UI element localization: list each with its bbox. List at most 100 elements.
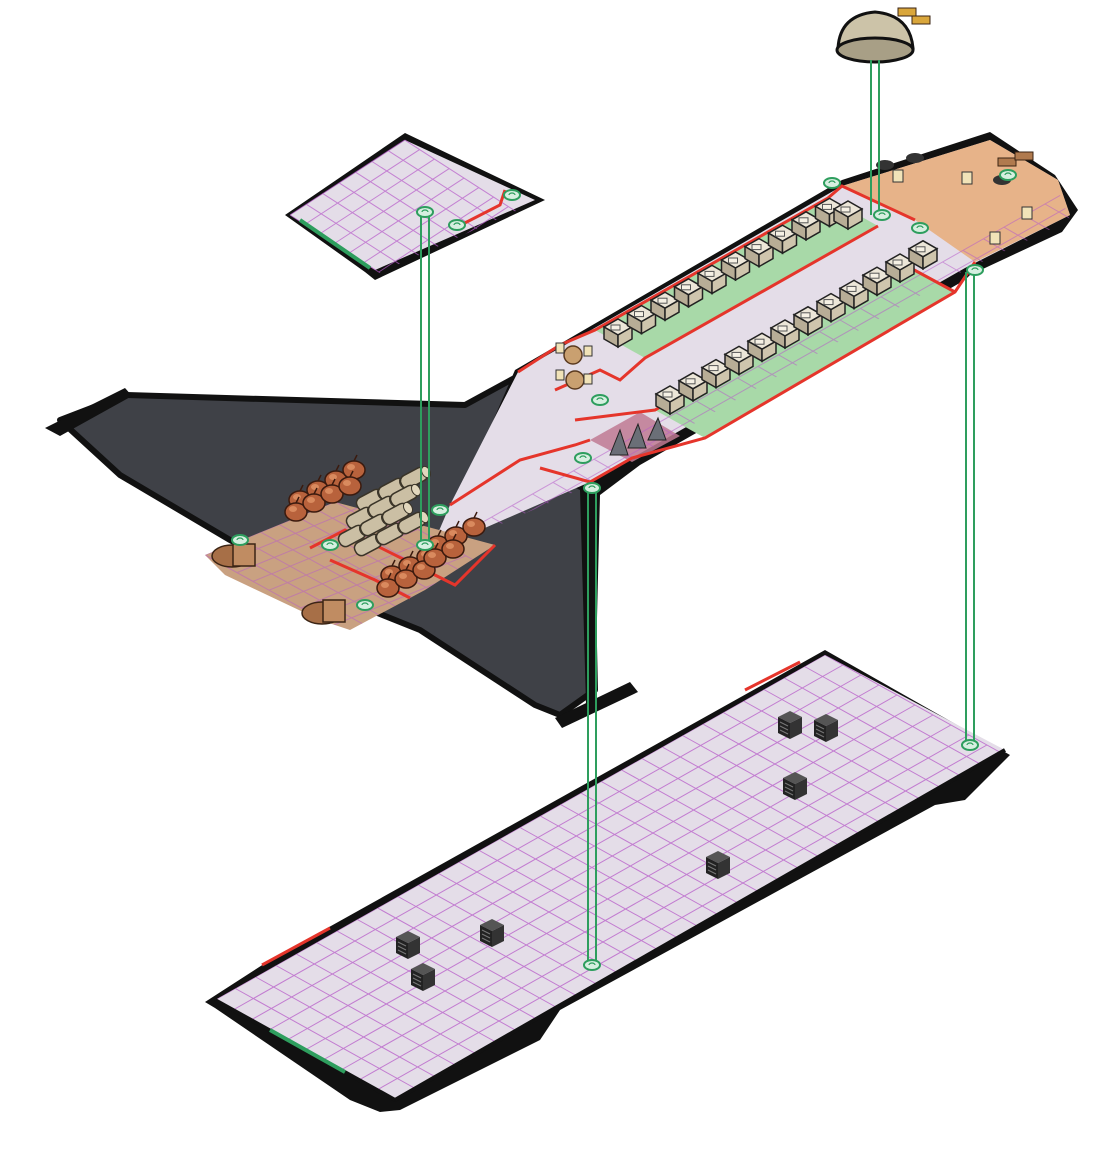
- lower-deck-red-edge-2: [744, 660, 801, 692]
- lift-icon: [591, 394, 609, 406]
- grid-line: [250, 674, 862, 1021]
- grid-line: [232, 664, 844, 1011]
- cabin-bunk-icon: [884, 253, 916, 284]
- chair-icon: [555, 342, 565, 354]
- chair-icon: [555, 369, 565, 381]
- grid-line: [304, 149, 420, 225]
- lower-deck-green-door: [269, 1028, 346, 1074]
- upper-platform: [285, 133, 545, 280]
- console-icon: [647, 416, 667, 441]
- console-icon: [906, 153, 924, 163]
- fuel-pod-icon: [376, 572, 400, 598]
- engine-nozzle-icon: [897, 7, 917, 17]
- cabin-bunk-icon: [907, 239, 939, 271]
- bridge-consoles: [609, 416, 667, 456]
- engine-nozzle-icon: [997, 157, 1017, 167]
- cabin-bunk-icon: [649, 291, 681, 322]
- fuel-pods: [284, 454, 486, 598]
- engine-nozzle-icon: [1014, 151, 1034, 161]
- fuel-pod-icon: [441, 533, 465, 559]
- lift-icon: [431, 504, 449, 516]
- engine-bay: [205, 454, 497, 630]
- fuel-pod-icon: [338, 470, 362, 496]
- cabin-bunks: [602, 197, 939, 416]
- cabin-bunk-icon: [766, 224, 799, 255]
- grid-line: [286, 694, 898, 1041]
- grid-line: [268, 684, 880, 1031]
- main-deck: [45, 132, 1078, 728]
- lift-icon: [416, 539, 434, 551]
- cabin-row-lower: [655, 265, 955, 438]
- lift-icon: [999, 169, 1017, 181]
- left-wing-tip: [45, 388, 132, 436]
- lift-icon: [583, 482, 601, 494]
- cabin-bunk-icon: [723, 345, 755, 376]
- chair-icon: [1021, 206, 1033, 220]
- lift-icon: [448, 219, 466, 231]
- lift-icon: [823, 177, 841, 189]
- crate-icon: [783, 772, 807, 800]
- engine-nozzle-bottom: [301, 599, 346, 625]
- cabin-bunk-icon: [832, 200, 864, 231]
- grid-line: [378, 196, 494, 273]
- console-icon: [627, 422, 647, 449]
- cabin-bunk-icon: [677, 371, 709, 403]
- engine-nozzle-left: [211, 543, 256, 568]
- cabin-bunk-icon: [746, 332, 778, 363]
- crate-icon: [706, 851, 730, 879]
- fuel-pod-icon: [394, 563, 418, 589]
- lounge-table-icon: [563, 345, 583, 365]
- grid-line: [348, 177, 465, 254]
- crate-icon: [396, 931, 420, 959]
- grid-line: [334, 168, 450, 244]
- cabin-bunk-icon: [672, 277, 705, 309]
- lift-icon: [321, 539, 339, 551]
- grid-line: [430, 180, 1070, 553]
- fuel-pod-icon: [302, 487, 326, 513]
- engine-nozzle-icon: [322, 599, 346, 623]
- cabin-bunk-icon: [625, 304, 658, 335]
- chair-icon: [989, 231, 1001, 245]
- cabin-bunk-icon: [654, 385, 686, 416]
- main-deck-red-walls: [517, 184, 916, 374]
- console-icon: [609, 428, 629, 456]
- lift-shafts: [231, 60, 1017, 971]
- crate-icon: [480, 919, 504, 947]
- grid-line: [655, 423, 852, 537]
- grid-line: [340, 724, 952, 1071]
- corridor-wall-3: [539, 261, 977, 484]
- engine-nozzle-icon: [911, 15, 931, 25]
- grid-line: [614, 447, 811, 555]
- grid-line: [942, 261, 1070, 375]
- engine-bay-floor: [205, 502, 495, 630]
- lower-deck-side-wall: [394, 748, 1006, 1102]
- lift-icon: [231, 534, 249, 546]
- lower-hangar-deck: [205, 650, 1010, 1112]
- cargo-crates: [396, 711, 838, 991]
- lift-icon: [356, 599, 374, 611]
- fuel-pod-icon: [462, 511, 486, 537]
- console-icon: [876, 160, 894, 170]
- fuel-pod-icon: [284, 496, 308, 522]
- lift-icon: [503, 189, 521, 201]
- chair-icon: [892, 169, 904, 183]
- dome-icon: [835, 36, 915, 64]
- grid-line: [443, 188, 1070, 555]
- cabin-bunk-icon: [696, 264, 728, 295]
- chair-icon: [961, 171, 973, 185]
- cabin-bunk-icon: [769, 319, 801, 350]
- lower-deck-red-edge-1: [261, 926, 331, 967]
- grid-line: [376, 744, 988, 1091]
- lift-icon: [961, 739, 979, 751]
- cabin-bunk-icon: [792, 305, 824, 337]
- upper-platform-floor: [290, 140, 535, 270]
- lounge-table-icon: [565, 370, 585, 390]
- cabin-bunk-icon: [790, 210, 822, 242]
- lift-icon: [574, 452, 592, 464]
- grid-line: [289, 139, 406, 216]
- fuel-pod-icon: [423, 542, 447, 568]
- lift-icon: [583, 959, 601, 971]
- corridor-wall-4: [449, 438, 591, 507]
- lift-icon: [416, 206, 434, 218]
